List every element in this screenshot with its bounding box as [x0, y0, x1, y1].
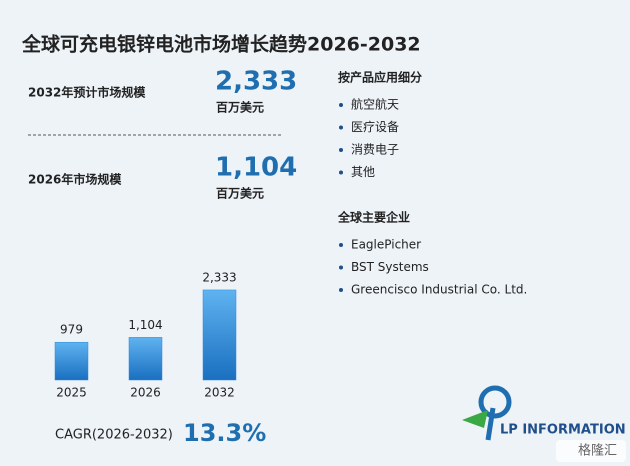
value-label: 1,104 — [128, 318, 162, 332]
list-item: 航空航天 — [351, 97, 399, 112]
stat-label: 2026年市场规模 — [28, 172, 122, 187]
bar — [202, 289, 237, 381]
stat-value: 2,333 — [215, 67, 297, 97]
list-item: EaglePicher — [351, 238, 421, 252]
cagr-value: 13.3% — [183, 419, 266, 447]
companies-heading: 全球主要企业 — [337, 210, 410, 225]
title: 全球可充电银锌电池市场增长趋势2026-2032 — [21, 33, 421, 56]
x-tick-label: 2025 — [56, 386, 87, 400]
list-item: BST Systems — [351, 260, 429, 274]
stat-unit: 百万美元 — [216, 186, 264, 201]
logo: LP INFORMATION — [462, 385, 626, 441]
bullet — [339, 125, 343, 130]
stat-value: 1,104 — [215, 153, 297, 183]
watermark: 格隆汇 — [578, 443, 617, 459]
stat-label: 2032年预计市场规模 — [28, 85, 146, 100]
bar — [128, 337, 163, 381]
logo-stem — [485, 407, 496, 441]
bullet — [339, 170, 343, 175]
cagr-label: CAGR(2026-2032) — [55, 428, 173, 443]
bullet — [339, 265, 343, 270]
bullet — [339, 148, 343, 152]
list-item: 消费电子 — [351, 143, 399, 157]
value-label: 979 — [60, 323, 83, 337]
value-label: 2,333 — [202, 270, 236, 284]
bullet — [339, 243, 343, 247]
segments-heading: 按产品应用细分 — [338, 70, 422, 85]
bullet — [339, 103, 343, 107]
logo-ring — [478, 385, 512, 419]
list-item: 医疗设备 — [351, 120, 399, 134]
bar — [54, 341, 89, 381]
x-tick-label: 2032 — [204, 386, 235, 400]
logo-text: LP INFORMATION — [500, 423, 626, 438]
list-item: 其他 — [351, 165, 375, 179]
x-tick-label: 2026 — [130, 386, 161, 400]
list-item: Greencisco Industrial Co. Ltd. — [351, 283, 527, 297]
bullet — [339, 288, 343, 292]
watermark-box — [556, 440, 626, 462]
logo-swoosh — [462, 410, 488, 428]
stat-unit: 百万美元 — [216, 100, 264, 115]
